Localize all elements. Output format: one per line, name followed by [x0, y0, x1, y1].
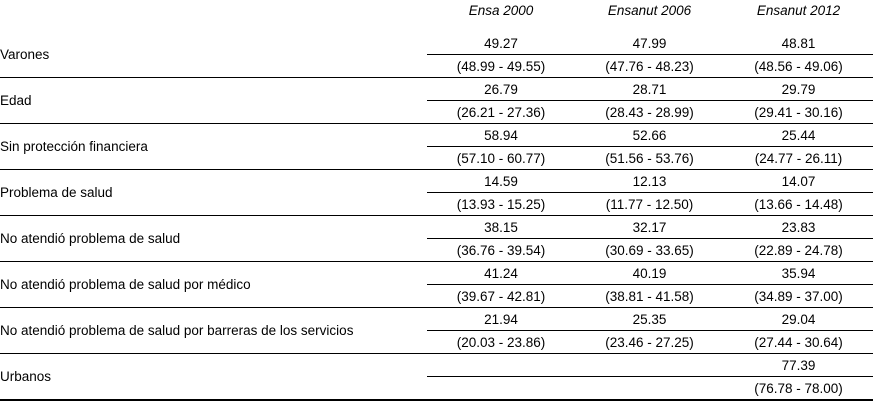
ci-cell: (38.81 - 41.58) — [575, 284, 724, 308]
ci-cell: (48.56 - 49.06) — [724, 54, 873, 78]
value-cell: 23.83 — [724, 215, 873, 239]
corner-cell — [0, 0, 427, 32]
row-label: Edad — [0, 77, 427, 124]
ci-cell: (20.03 - 23.86) — [427, 330, 575, 354]
value-cell: 14.07 — [724, 169, 873, 193]
ci-cell: (30.69 - 33.65) — [575, 238, 724, 262]
table-row-ci: (76.78 - 78.00) — [0, 376, 873, 401]
header-row: Ensa 2000 Ensanut 2006 Ensanut 2012 — [0, 0, 873, 32]
value-cell: 26.79 — [427, 77, 575, 101]
ci-cell: (28.43 - 28.99) — [575, 100, 724, 124]
ci-cell — [427, 376, 575, 401]
value-cell: 25.44 — [724, 123, 873, 147]
ci-cell — [575, 376, 724, 401]
row-label: Problema de salud — [0, 169, 427, 216]
table-row: No atendió problema de salud por barrera… — [0, 307, 873, 354]
value-cell: 32.17 — [575, 215, 724, 239]
ci-cell: (51.56 - 53.76) — [575, 146, 724, 170]
ci-cell: (13.93 - 15.25) — [427, 192, 575, 216]
value-cell: 38.15 — [427, 215, 575, 239]
value-cell: 29.04 — [724, 307, 873, 331]
row-group-problema-salud: Problema de salud 14.59 12.13 14.07 (13.… — [0, 169, 873, 216]
ci-cell: (57.10 - 60.77) — [427, 146, 575, 170]
value-cell: 49.27 — [427, 32, 575, 55]
row-label: Varones — [0, 32, 427, 78]
value-cell: 14.59 — [427, 169, 575, 193]
ci-cell: (34.89 - 37.00) — [724, 284, 873, 308]
table-row-ci: (26.21 - 27.36) (28.43 - 28.99) (29.41 -… — [0, 100, 873, 124]
table-row-ci: (48.99 - 49.55) (47.76 - 48.23) (48.56 -… — [0, 54, 873, 78]
row-label: Sin protección financiera — [0, 123, 427, 170]
value-cell: 12.13 — [575, 169, 724, 193]
row-group-no-atendio: No atendió problema de salud 38.15 32.17… — [0, 215, 873, 262]
table-row-ci: (57.10 - 60.77) (51.56 - 53.76) (24.77 -… — [0, 146, 873, 170]
ci-cell: (13.66 - 14.48) — [724, 192, 873, 216]
value-cell: 40.19 — [575, 261, 724, 285]
ci-cell: (24.77 - 26.11) — [724, 146, 873, 170]
ci-cell: (26.21 - 27.36) — [427, 100, 575, 124]
ci-cell: (47.76 - 48.23) — [575, 54, 724, 78]
value-cell: 52.66 — [575, 123, 724, 147]
table-row-ci: (39.67 - 42.81) (38.81 - 41.58) (34.89 -… — [0, 284, 873, 308]
ci-cell: (48.99 - 49.55) — [427, 54, 575, 78]
column-header-ensa-2000: Ensa 2000 — [468, 3, 534, 18]
table-header: Ensa 2000 Ensanut 2006 Ensanut 2012 — [0, 0, 873, 32]
row-group-edad: Edad 26.79 28.71 29.79 (26.21 - 27.36) (… — [0, 77, 873, 124]
value-cell — [575, 353, 724, 377]
ci-cell: (22.89 - 24.78) — [724, 238, 873, 262]
ci-cell: (11.77 - 12.50) — [575, 192, 724, 216]
ci-cell: (76.78 - 78.00) — [724, 376, 873, 401]
ci-cell: (29.41 - 30.16) — [724, 100, 873, 124]
row-label: No atendió problema de salud — [0, 215, 427, 262]
value-cell: 35.94 — [724, 261, 873, 285]
value-cell: 48.81 — [724, 32, 873, 55]
row-group-no-atendio-medico: No atendió problema de salud por médico … — [0, 261, 873, 308]
value-cell — [427, 353, 575, 377]
value-cell: 28.71 — [575, 77, 724, 101]
ci-cell: (27.44 - 30.64) — [724, 330, 873, 354]
row-group-sin-proteccion: Sin protección financiera 58.94 52.66 25… — [0, 123, 873, 170]
row-group-urbanos: Urbanos 77.39 (76.78 - 78.00) — [0, 353, 873, 401]
table-row: Problema de salud 14.59 12.13 14.07 — [0, 169, 873, 216]
table-row: Varones 49.27 47.99 48.81 — [0, 32, 873, 78]
table-row-ci: (13.93 - 15.25) (11.77 - 12.50) (13.66 -… — [0, 192, 873, 216]
row-group-varones: Varones 49.27 47.99 48.81 (48.99 - 49.55… — [0, 32, 873, 78]
table-row: Sin protección financiera 58.94 52.66 25… — [0, 123, 873, 170]
value-cell: 77.39 — [724, 353, 873, 377]
row-label: Urbanos — [0, 353, 427, 401]
ci-cell: (23.46 - 27.25) — [575, 330, 724, 354]
value-cell: 21.94 — [427, 307, 575, 331]
table-row-ci: (36.76 - 39.54) (30.69 - 33.65) (22.89 -… — [0, 238, 873, 262]
table-row: Urbanos 77.39 — [0, 353, 873, 401]
ci-cell: (36.76 - 39.54) — [427, 238, 575, 262]
table-row: No atendió problema de salud 38.15 32.17… — [0, 215, 873, 262]
value-cell: 41.24 — [427, 261, 575, 285]
value-cell: 58.94 — [427, 123, 575, 147]
ci-cell: (39.67 - 42.81) — [427, 284, 575, 308]
row-label: No atendió problema de salud por barrera… — [0, 307, 427, 354]
table-row: No atendió problema de salud por médico … — [0, 261, 873, 308]
column-header-ensanut-2012: Ensanut 2012 — [756, 3, 841, 18]
row-label: No atendió problema de salud por médico — [0, 261, 427, 308]
value-cell: 25.35 — [575, 307, 724, 331]
row-group-no-atendio-barreras: No atendió problema de salud por barrera… — [0, 307, 873, 354]
value-cell: 29.79 — [724, 77, 873, 101]
value-cell: 47.99 — [575, 32, 724, 55]
table-row: Edad 26.79 28.71 29.79 — [0, 77, 873, 124]
table-row-ci: (20.03 - 23.86) (23.46 - 27.25) (27.44 -… — [0, 330, 873, 354]
column-header-ensanut-2006: Ensanut 2006 — [607, 3, 692, 18]
